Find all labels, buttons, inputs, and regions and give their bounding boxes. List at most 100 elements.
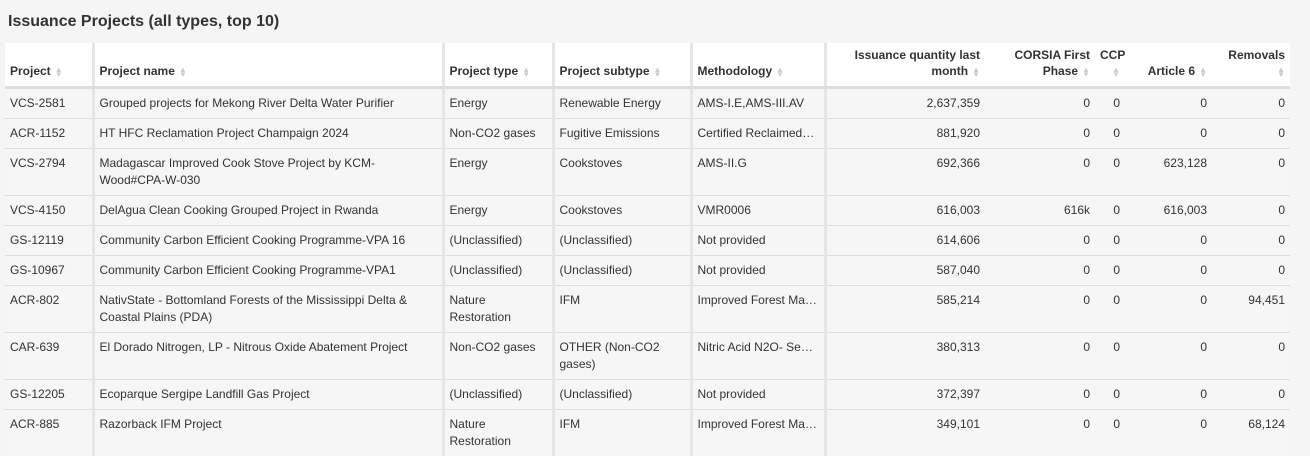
cell-article-6: 616,003: [1125, 196, 1212, 226]
cell-project-name: Madagascar Improved Cook Stove Project b…: [93, 149, 443, 196]
column-header-ccp[interactable]: CCP ▲▼: [1095, 43, 1125, 88]
column-header-project-type[interactable]: Project type▲▼: [443, 43, 553, 88]
cell-removals: 0: [1212, 333, 1290, 380]
cell-article-6: 0: [1125, 119, 1212, 149]
cell-project: ACR-802: [5, 286, 93, 333]
cell-removals: 0: [1212, 380, 1290, 410]
column-header-project-subtype[interactable]: Project subtype▲▼: [553, 43, 691, 88]
column-label: Project name: [100, 64, 175, 78]
sort-icon[interactable]: ▲▼: [55, 67, 63, 77]
cell-project: GS-12205: [5, 380, 93, 410]
cell-corsia-first-phase: 0: [985, 380, 1095, 410]
cell-project-subtype: OTHER (Non-CO2 gases): [553, 333, 691, 380]
cell-ccp: 0: [1095, 410, 1125, 456]
cell-project: ACR-1152: [5, 119, 93, 149]
cell-corsia-first-phase: 0: [985, 333, 1095, 380]
sort-icon[interactable]: ▲▼: [972, 67, 980, 77]
cell-project-name: Community Carbon Efficient Cooking Progr…: [93, 256, 443, 286]
cell-issuance-quantity-last-month: 380,313: [825, 333, 985, 380]
cell-project: ACR-885: [5, 410, 93, 456]
cell-corsia-first-phase: 0: [985, 226, 1095, 256]
column-label: Methodology: [698, 64, 773, 78]
cell-project: GS-12119: [5, 226, 93, 256]
cell-methodology: AMS-II.G: [691, 149, 825, 196]
column-header-corsia-first-phase[interactable]: CORSIA First Phase▲▼: [985, 43, 1095, 88]
cell-removals: 0: [1212, 149, 1290, 196]
column-label: CCP: [1100, 48, 1125, 62]
cell-issuance-quantity-last-month: 2,637,359: [825, 88, 985, 119]
cell-methodology: VMR0006: [691, 196, 825, 226]
sort-icon[interactable]: ▲▼: [179, 67, 187, 77]
cell-project-name: Ecoparque Sergipe Landfill Gas Project: [93, 380, 443, 410]
cell-ccp: 0: [1095, 380, 1125, 410]
cell-project-type: (Unclassified): [443, 226, 553, 256]
cell-project-subtype: (Unclassified): [553, 226, 691, 256]
cell-issuance-quantity-last-month: 349,101: [825, 410, 985, 456]
cell-corsia-first-phase: 0: [985, 119, 1095, 149]
cell-article-6: 0: [1125, 88, 1212, 119]
cell-project-subtype: Cookstoves: [553, 149, 691, 196]
sort-icon[interactable]: ▲▼: [522, 67, 530, 77]
cell-issuance-quantity-last-month: 372,397: [825, 380, 985, 410]
cell-corsia-first-phase: 0: [985, 286, 1095, 333]
cell-article-6: 0: [1125, 226, 1212, 256]
cell-project: VCS-4150: [5, 196, 93, 226]
sort-icon[interactable]: ▲▼: [1277, 67, 1285, 77]
column-header-methodology[interactable]: Methodology▲▼: [691, 43, 825, 88]
cell-project-subtype: Fugitive Emissions: [553, 119, 691, 149]
cell-methodology: Not provided: [691, 226, 825, 256]
cell-article-6: 0: [1125, 333, 1212, 380]
sort-icon[interactable]: ▲▼: [1082, 67, 1090, 77]
cell-ccp: 0: [1095, 333, 1125, 380]
cell-corsia-first-phase: 0: [985, 88, 1095, 119]
cell-methodology: Nitric Acid N2O- Se…: [691, 333, 825, 380]
cell-project-subtype: Cookstoves: [553, 196, 691, 226]
cell-article-6: 0: [1125, 256, 1212, 286]
cell-removals: 68,124: [1212, 410, 1290, 456]
cell-project-type: (Unclassified): [443, 256, 553, 286]
cell-project-type: (Unclassified): [443, 380, 553, 410]
sort-icon[interactable]: ▲▼: [654, 67, 662, 77]
column-label: Project: [10, 64, 51, 78]
column-header-issuance-quantity-last-month[interactable]: Issuance quantity last month▲▼: [825, 43, 985, 88]
cell-project: VCS-2581: [5, 88, 93, 119]
cell-article-6: 0: [1125, 286, 1212, 333]
cell-project-subtype: IFM: [553, 410, 691, 456]
sort-icon[interactable]: ▲▼: [1199, 67, 1207, 77]
cell-project-name: DelAgua Clean Cooking Grouped Project in…: [93, 196, 443, 226]
cell-removals: 0: [1212, 256, 1290, 286]
cell-project-subtype: (Unclassified): [553, 380, 691, 410]
cell-ccp: 0: [1095, 149, 1125, 196]
cell-ccp: 0: [1095, 196, 1125, 226]
cell-project-type: Energy: [443, 149, 553, 196]
cell-project-name: Grouped projects for Mekong River Delta …: [93, 88, 443, 119]
cell-article-6: 0: [1125, 380, 1212, 410]
cell-issuance-quantity-last-month: 585,214: [825, 286, 985, 333]
cell-methodology: AMS-I.E,AMS-III.AV: [691, 88, 825, 119]
column-header-project-name[interactable]: Project name ▲▼: [93, 43, 443, 88]
cell-project-subtype: (Unclassified): [553, 256, 691, 286]
column-header-removals[interactable]: Removals▲▼: [1212, 43, 1290, 88]
column-label: Issuance quantity last month: [855, 48, 980, 78]
sort-icon[interactable]: ▲▼: [776, 67, 784, 77]
cell-article-6: 0: [1125, 410, 1212, 456]
cell-project-type: Non-CO2 gases: [443, 119, 553, 149]
column-label: CORSIA First Phase: [1014, 48, 1090, 78]
cell-project-subtype: Renewable Energy: [553, 88, 691, 119]
issuance-projects-table: Project▲▼Project name▲▼Project type▲▼Pro…: [5, 43, 1290, 456]
cell-project-name: El Dorado Nitrogen, LP - Nitrous Oxide A…: [93, 333, 443, 380]
cell-project-type: Nature Restoration: [443, 410, 553, 456]
cell-project: GS-10967: [5, 256, 93, 286]
cell-project-type: Non-CO2 gases: [443, 333, 553, 380]
cell-ccp: 0: [1095, 226, 1125, 256]
sort-icon[interactable]: ▲▼: [1112, 67, 1120, 77]
column-header-project[interactable]: Project ▲▼: [5, 43, 93, 88]
column-header-article-6[interactable]: Article 6▲▼: [1125, 43, 1212, 88]
